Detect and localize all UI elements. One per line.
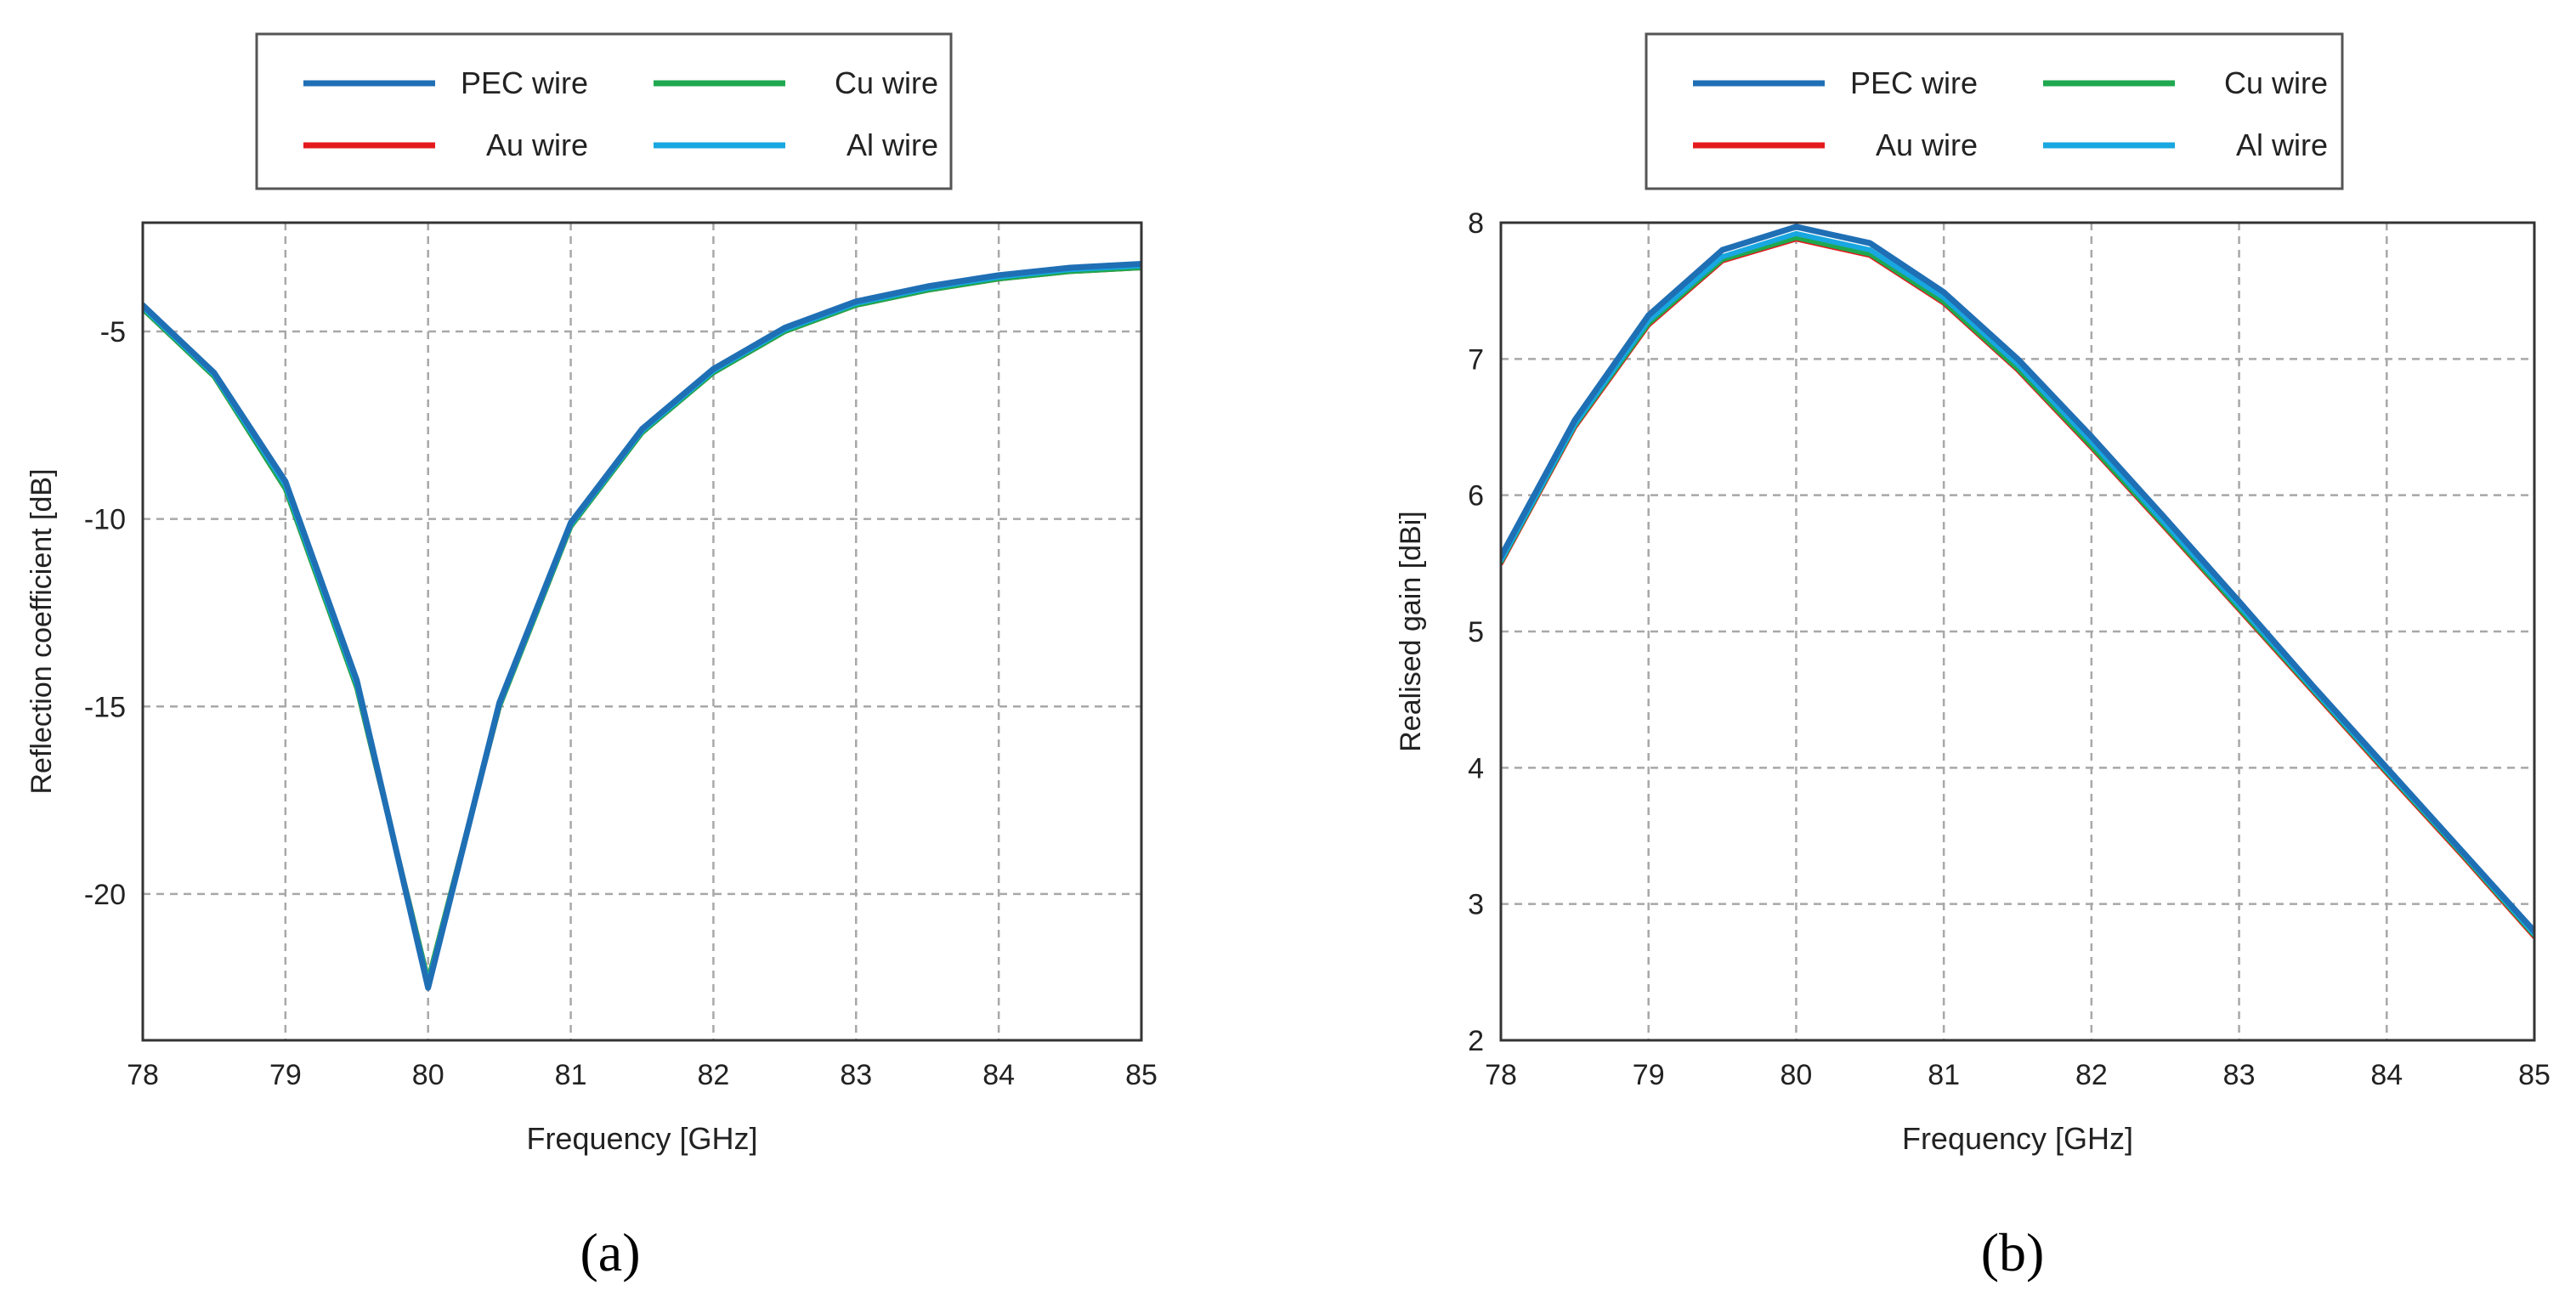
plot-area [143,223,1141,1040]
series-line-pec-wire [143,261,1141,991]
y-tick-label: 5 [1468,616,1484,648]
legend-box [255,32,953,190]
x-tick-label: 78 [127,1059,159,1091]
legend-item-pec-wire[interactable]: PEC wire [1693,65,1978,100]
legend: PEC wire Cu wire Au wire Al wire [1645,32,2344,190]
x-tick-label: 83 [2223,1059,2256,1091]
x-tick-label: 81 [1928,1059,1960,1091]
legend-item-cu-wire[interactable]: Cu wire [654,65,938,100]
x-axis-label: Frequency [GHz] [1902,1121,2133,1156]
x-tick-label: 85 [1125,1059,1158,1091]
y-tick-label: -15 [84,691,126,723]
legend-item-pec-wire[interactable]: PEC wire [303,65,588,100]
y-tick-label: -20 [84,879,126,911]
y-tick-label: 7 [1468,343,1484,376]
x-tick-label: 84 [982,1059,1015,1091]
legend-label: Cu wire [835,65,938,100]
x-tick-label: 80 [1781,1059,1813,1091]
y-axis-label: Reflection coefficient [dB] [25,468,58,794]
x-tick-label: 84 [2370,1059,2403,1091]
legend-label: Al wire [2236,127,2328,162]
x-tick-label: 82 [2075,1059,2108,1091]
x-axis-label: Frequency [GHz] [526,1121,757,1156]
y-tick-label: 4 [1468,752,1484,784]
x-tick-label: 85 [2518,1059,2551,1091]
y-tick-label: 2 [1468,1025,1484,1057]
chart-a: 78 79 80 81 82 83 84 85 -5 -10 -15 -20 Frequency [GH… [25,32,1158,1283]
legend-label: PEC wire [1850,65,1978,100]
legend-item-al-wire[interactable]: Al wire [2043,127,2328,162]
series-group [1501,224,2534,940]
x-tick-label: 79 [269,1059,302,1091]
axes-frame [141,221,1143,1042]
series-line-pec-wire [1501,224,2534,935]
y-axis-label: Realised gain [dBi] [1395,511,1427,752]
grid [143,223,1141,1040]
legend-label: PEC wire [461,65,588,100]
legend-label: Au wire [1876,127,1978,162]
subfigure-label: (b) [1981,1222,2045,1283]
grid [1501,223,2534,1040]
x-tick-label: 81 [555,1059,587,1091]
x-tick-label: 78 [1485,1059,1517,1091]
y-tick-label: -5 [100,316,126,348]
y-tick-label: -10 [84,504,126,536]
subfigure-label: (a) [580,1222,640,1283]
legend-item-au-wire[interactable]: Au wire [1693,127,1978,162]
axes-frame [1499,221,2536,1042]
legend-label: Al wire [846,127,938,162]
x-tick-label: 80 [412,1059,444,1091]
series-group [143,261,1141,991]
y-tick-label: 3 [1468,889,1484,921]
x-tick-label: 82 [698,1059,730,1091]
legend: PEC wire Cu wire Au wire Al wire [255,32,953,190]
legend-item-au-wire[interactable]: Au wire [303,127,588,162]
y-tick-label: 6 [1468,480,1484,512]
legend-item-cu-wire[interactable]: Cu wire [2043,65,2328,100]
x-tick-label: 79 [1633,1059,1665,1091]
legend-label: Au wire [486,127,588,162]
legend-label: Cu wire [2224,65,2328,100]
legend-item-al-wire[interactable]: Al wire [654,127,938,162]
y-tick-label: 8 [1468,207,1484,240]
x-tick-label: 83 [840,1059,872,1091]
legend-box [1645,32,2344,190]
